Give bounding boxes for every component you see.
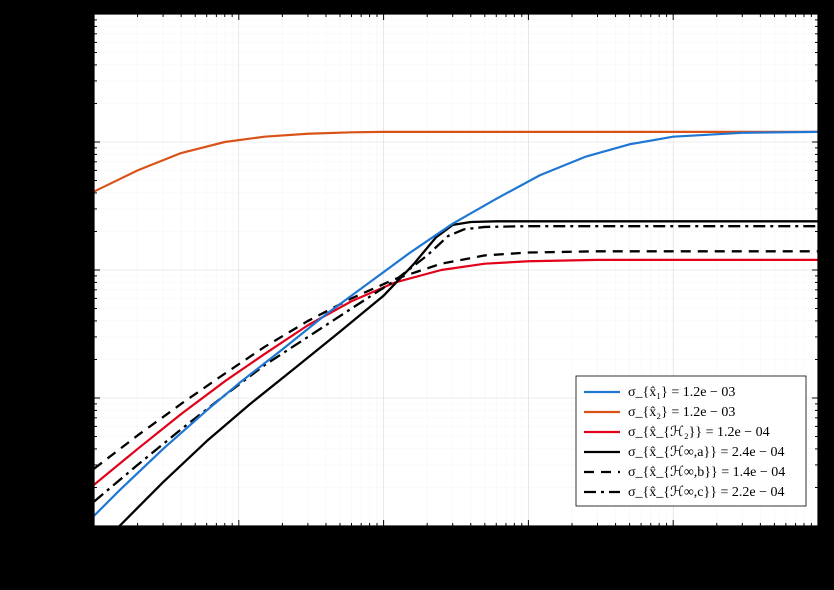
legend-label: σ_{x̂_{ℋ₂}} = 1.2e − 04 [628, 425, 770, 440]
legend: σ_{x̂₁} = 1.2e − 03 σ_{x̂₂} = 1.2e − 03 σ_… [576, 376, 806, 506]
legend-label: σ_{x̂_{ℋ∞,b}} = 1.4e − 04 [628, 465, 785, 480]
legend-label: σ_{x̂₂} = 1.2e − 03 [628, 405, 735, 420]
y-axis-label: σ (m) [20, 251, 41, 289]
figure: 10-410-310-210-110010110-610-510-410-310… [0, 0, 834, 590]
x-axis-label: ω (rad/s) [423, 554, 489, 575]
legend-label: σ_{x̂_{ℋ∞,c}} = 2.2e − 04 [628, 485, 784, 500]
legend-label: σ_{x̂_{ℋ∞,a}} = 2.4e − 04 [628, 445, 784, 460]
legend-label: σ_{x̂₁} = 1.2e − 03 [628, 385, 735, 400]
